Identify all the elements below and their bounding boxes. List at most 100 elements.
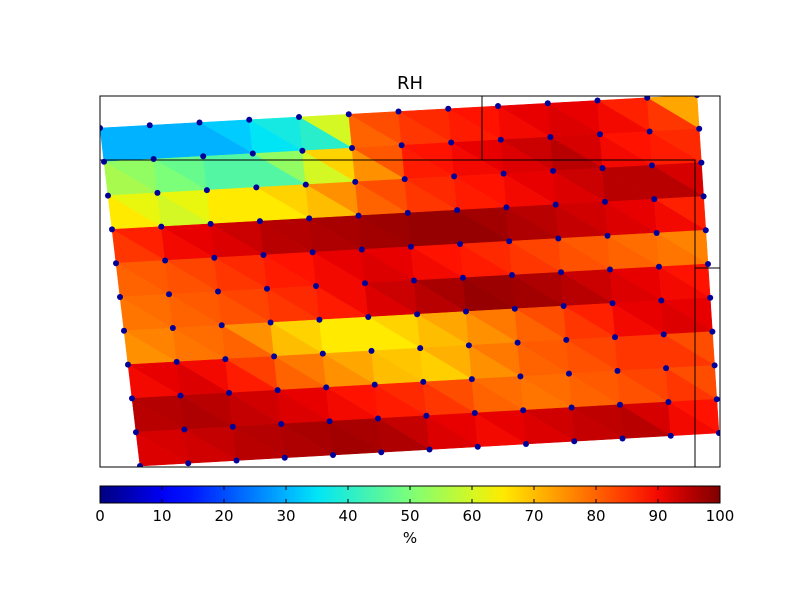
station-marker [411, 277, 417, 284]
station-marker [296, 114, 302, 120]
station-marker [457, 240, 464, 247]
colorbar-tick-label: 100 [706, 507, 735, 525]
colorbar-label: % [403, 529, 417, 547]
station-marker [362, 280, 368, 287]
station-marker [558, 269, 564, 276]
station-marker [503, 204, 510, 211]
station-marker [506, 238, 513, 245]
station-marker [299, 147, 306, 154]
mesh-triangle [377, 417, 431, 453]
station-marker [302, 181, 309, 188]
station-marker [260, 251, 267, 258]
station-marker [185, 460, 192, 467]
station-marker [705, 261, 711, 267]
station-marker [222, 356, 229, 363]
station-marker [445, 105, 452, 112]
station-marker [146, 122, 153, 129]
station-marker [597, 131, 603, 138]
station-marker [448, 139, 455, 146]
station-marker [158, 223, 165, 230]
station-marker [365, 314, 372, 321]
station-marker [267, 319, 274, 326]
station-marker [414, 311, 421, 318]
station-marker [468, 376, 475, 383]
station-marker [514, 339, 521, 346]
station-marker [509, 272, 515, 278]
colorbar-tick-label: 60 [462, 507, 481, 525]
station-marker [707, 294, 714, 301]
station-marker [602, 198, 608, 205]
station-marker [667, 432, 674, 439]
station-marker [563, 336, 570, 343]
station-marker [281, 454, 288, 461]
station-marker [278, 420, 285, 427]
station-marker [700, 193, 707, 200]
station-marker [181, 426, 188, 433]
station-marker [646, 128, 653, 135]
station-marker [552, 201, 559, 208]
station-marker [571, 438, 578, 445]
station-marker [218, 322, 225, 329]
station-marker [349, 145, 355, 152]
inner-domain-boundary [100, 159, 696, 467]
station-marker [555, 235, 562, 242]
station-marker [169, 325, 176, 332]
station-marker [474, 443, 481, 450]
station-marker [117, 294, 123, 300]
station-marker [101, 158, 107, 165]
station-marker [316, 316, 323, 323]
station-marker [698, 159, 705, 166]
station-marker [249, 150, 256, 157]
mesh-triangle [135, 431, 190, 467]
station-marker [271, 353, 278, 360]
colorbar-tick-label: 0 [95, 507, 105, 525]
colorbar-tick-label: 10 [152, 507, 171, 525]
plot-frame [99, 95, 721, 468]
station-marker [547, 134, 554, 141]
station-marker [460, 274, 466, 281]
station-marker [420, 378, 427, 385]
marker-layer [100, 96, 720, 467]
plot-area [100, 96, 720, 467]
station-marker [196, 119, 203, 126]
mesh-triangle [474, 412, 527, 448]
station-marker [696, 125, 703, 132]
station-marker [407, 243, 414, 250]
station-marker [471, 409, 478, 416]
station-marker [651, 196, 658, 203]
station-marker [113, 260, 119, 267]
domain-boundary-lines [100, 96, 720, 467]
station-marker [226, 389, 233, 396]
station-marker [716, 430, 720, 436]
station-marker [109, 226, 115, 233]
station-marker [368, 347, 375, 354]
station-marker [358, 246, 365, 253]
station-marker [658, 297, 665, 304]
station-marker [253, 184, 260, 191]
station-marker [495, 103, 501, 109]
station-marker [229, 423, 236, 430]
station-marker [404, 209, 411, 216]
station-marker [663, 365, 670, 372]
station-marker [246, 116, 253, 123]
station-marker [162, 257, 169, 264]
station-marker [319, 350, 326, 357]
colorbar-tick-label: 90 [648, 507, 667, 525]
station-marker [523, 441, 529, 447]
station-marker [129, 395, 135, 402]
station-marker [709, 328, 716, 335]
mesh-triangle [329, 420, 383, 456]
station-marker [274, 387, 281, 394]
station-marker [100, 125, 103, 131]
station-marker [462, 308, 469, 315]
station-marker [264, 285, 270, 292]
station-marker [648, 162, 655, 169]
station-marker [656, 263, 662, 270]
station-marker [604, 232, 611, 239]
station-marker [395, 108, 402, 115]
station-marker [105, 192, 111, 199]
station-marker [121, 327, 127, 334]
station-marker [378, 449, 385, 456]
station-marker [309, 249, 316, 256]
